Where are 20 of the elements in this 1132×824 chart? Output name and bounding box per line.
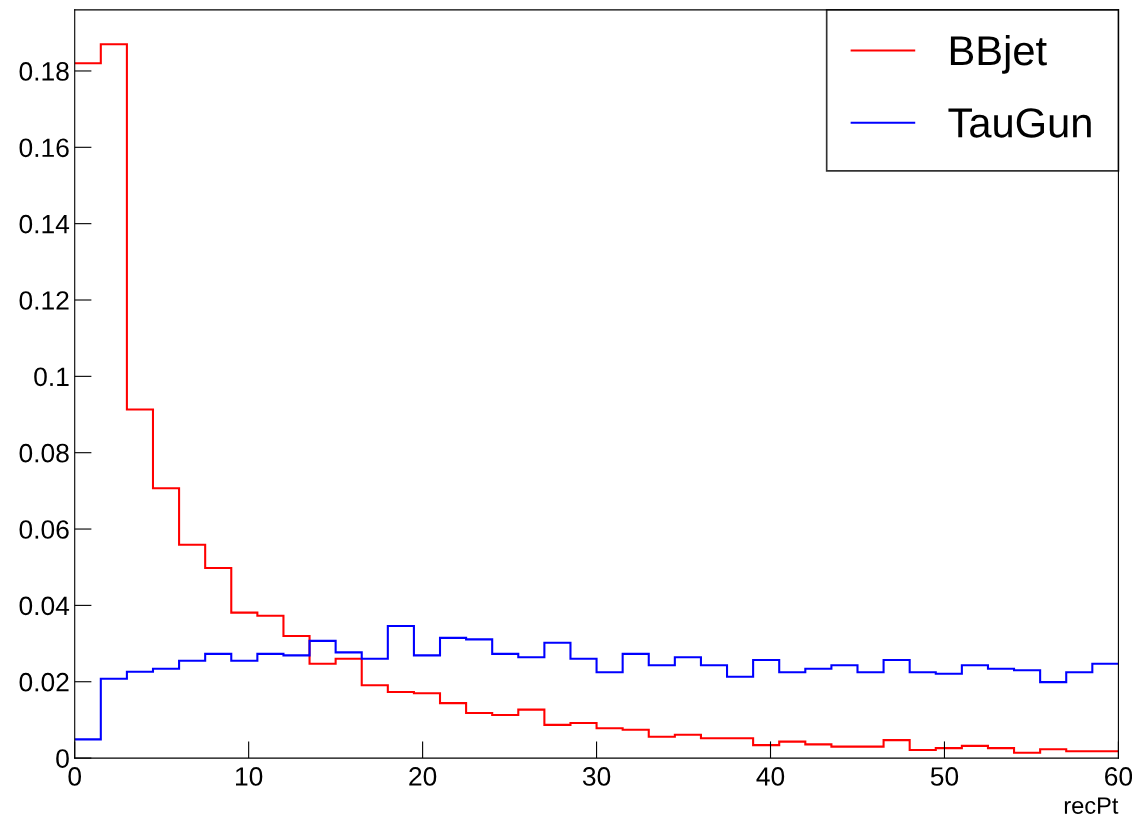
y-tick-label: 0.14 bbox=[19, 214, 70, 234]
x-axis-title: recPt bbox=[1064, 797, 1119, 814]
y-tick-label: 0.02 bbox=[19, 672, 69, 692]
x-tick-label: 40 bbox=[756, 767, 785, 786]
x-tick-label: 0 bbox=[68, 767, 82, 786]
y-tick-label: 0.18 bbox=[19, 62, 69, 81]
y-tick-label: 0.08 bbox=[19, 443, 69, 463]
y-tick-label: 0.04 bbox=[19, 596, 70, 616]
y-tick-label: 0 bbox=[56, 749, 69, 768]
x-tick-label: 60 bbox=[1105, 767, 1132, 786]
x-tick-label: 50 bbox=[930, 767, 959, 786]
x-tick-label: 30 bbox=[582, 767, 611, 786]
y-tick-label: 0.1 bbox=[34, 367, 69, 387]
x-tick-label: 10 bbox=[236, 767, 263, 786]
legend-label: TauGun bbox=[948, 108, 1091, 138]
y-tick-label: 0.12 bbox=[19, 291, 69, 310]
y-tick-label: 0.06 bbox=[19, 520, 69, 539]
x-tick-label: 20 bbox=[409, 767, 437, 786]
legend-label: BBjet bbox=[950, 34, 1047, 74]
y-tick-label: 0.16 bbox=[19, 138, 69, 158]
